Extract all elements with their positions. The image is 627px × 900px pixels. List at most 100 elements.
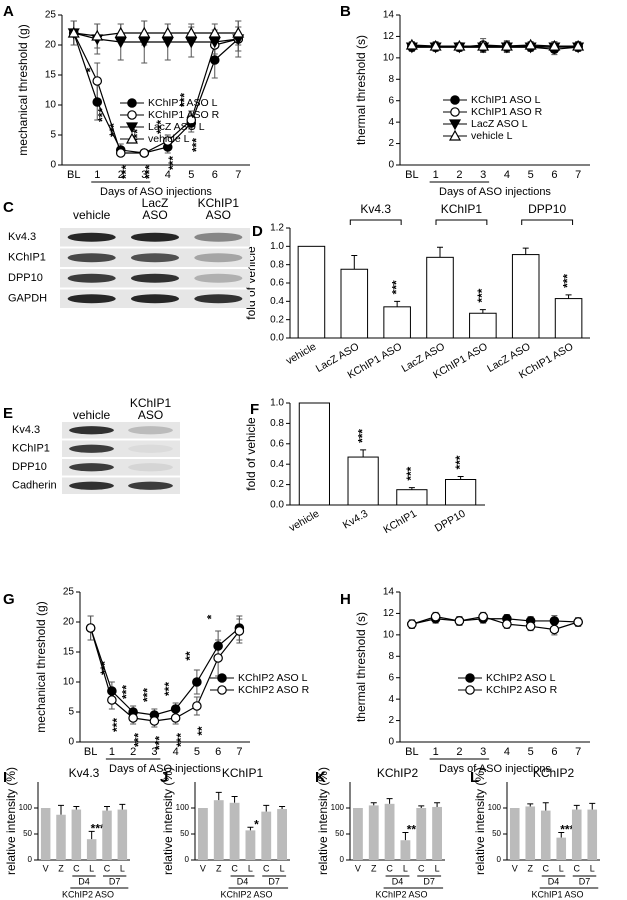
blot-column-label: ASO (142, 208, 167, 222)
bar (298, 402, 330, 506)
x-tick-label: L (403, 863, 408, 873)
error-bar (263, 804, 270, 812)
x-tick-label: C (104, 863, 111, 873)
y-tick-label: 4 (388, 694, 394, 705)
point (107, 695, 117, 705)
point (407, 619, 417, 629)
point (127, 110, 137, 120)
point (208, 26, 221, 38)
point (453, 39, 466, 51)
blot-row-label: KChIP1 (8, 252, 46, 264)
blot-band (69, 463, 114, 472)
y-tick-label: 20 (63, 617, 75, 628)
point (477, 39, 490, 51)
bar (426, 256, 454, 339)
x-tick-label: L (248, 863, 253, 873)
bar (56, 814, 66, 860)
y-tick-label: 2 (388, 715, 394, 726)
x-tick-label: 6 (551, 746, 557, 758)
y-axis-label: thermal threshold (s) (354, 35, 368, 145)
blot-column-label: vehicle (73, 408, 111, 422)
blot-band (67, 253, 116, 263)
group-label: D7 (268, 876, 280, 886)
legend-label: KChIP1 ASO L (471, 94, 541, 106)
y-tick-label: 1.0 (270, 398, 284, 409)
point (128, 713, 138, 723)
x-tick-label: V (512, 863, 518, 873)
error-bar (386, 798, 393, 804)
x-tick-label: 7 (575, 169, 581, 181)
panel-letter: L (470, 769, 479, 786)
x-tick-label: L (89, 863, 94, 873)
x-tick-label: L (435, 863, 440, 873)
legend-label: KChIP2 ASO L (486, 672, 556, 684)
blot-band (67, 294, 116, 304)
point (448, 119, 462, 131)
bar (556, 837, 567, 860)
x-tick-label: 3 (480, 169, 486, 181)
x-tick-label: Z (58, 863, 64, 873)
group-label: Kv4.3 (360, 202, 391, 216)
point (149, 716, 160, 726)
y-tick-label: 14 (383, 587, 395, 598)
point (454, 616, 465, 626)
x-tick-label: C (231, 863, 238, 873)
error-bar (558, 831, 565, 838)
y-tick-label: 0 (388, 160, 394, 171)
y-tick-label: 0.6 (270, 438, 284, 449)
error-bar (215, 791, 222, 801)
x-axis-label: Days of ASO injections (100, 186, 212, 198)
panel-letter: D (252, 223, 263, 240)
point (127, 98, 137, 108)
point (448, 129, 462, 141)
group-label: DPP10 (528, 202, 566, 216)
blot-strip (62, 459, 180, 476)
panel-letter: K (315, 769, 326, 786)
y-tick-label: 0 (497, 855, 502, 864)
point (92, 76, 103, 86)
error-bar (457, 475, 464, 480)
bar (229, 802, 240, 860)
x-tick-label: 5 (528, 746, 534, 758)
point (170, 713, 181, 723)
bar (432, 806, 442, 860)
group-label: D4 (548, 876, 560, 886)
significance: *** (162, 682, 176, 696)
legend-label: KChIP1 ASO L (148, 97, 218, 109)
x-tick-label: C (574, 863, 581, 873)
point (465, 673, 475, 683)
y-tick-label: 0 (28, 855, 33, 864)
error-bar (351, 255, 358, 270)
point (170, 704, 181, 714)
bar (368, 805, 379, 860)
blot-column-label: vehicle (73, 208, 111, 222)
point (500, 39, 513, 51)
legend-label: vehicle L (471, 130, 513, 142)
x-tick-label: 5 (528, 169, 534, 181)
point (213, 641, 223, 651)
point (525, 621, 536, 632)
x-tick-label: Kv4.3 (341, 508, 370, 532)
point (573, 617, 583, 627)
blot-row-label: KChIP1 (12, 443, 50, 455)
blot-column-label: LacZ (142, 196, 169, 210)
error-bar (88, 830, 95, 840)
bar (261, 811, 272, 860)
y-tick-label: 8 (388, 651, 394, 662)
significance: *** (453, 455, 467, 469)
x-tick-label: 7 (575, 746, 581, 758)
panel-letter: A (3, 3, 14, 20)
blot-strip (62, 477, 180, 494)
y-axis-label: mechanical threshold (g) (34, 601, 48, 732)
significance: * (204, 614, 218, 619)
significance: *** (561, 274, 575, 288)
x-tick-label: BL (67, 169, 80, 181)
blot-strip (62, 422, 180, 439)
bar (347, 456, 379, 506)
significance: * (254, 817, 259, 831)
y-tick-label: 10 (63, 677, 75, 688)
y-tick-label: 0.0 (270, 500, 284, 511)
blot-band (130, 253, 180, 263)
group-bracket (521, 219, 574, 225)
